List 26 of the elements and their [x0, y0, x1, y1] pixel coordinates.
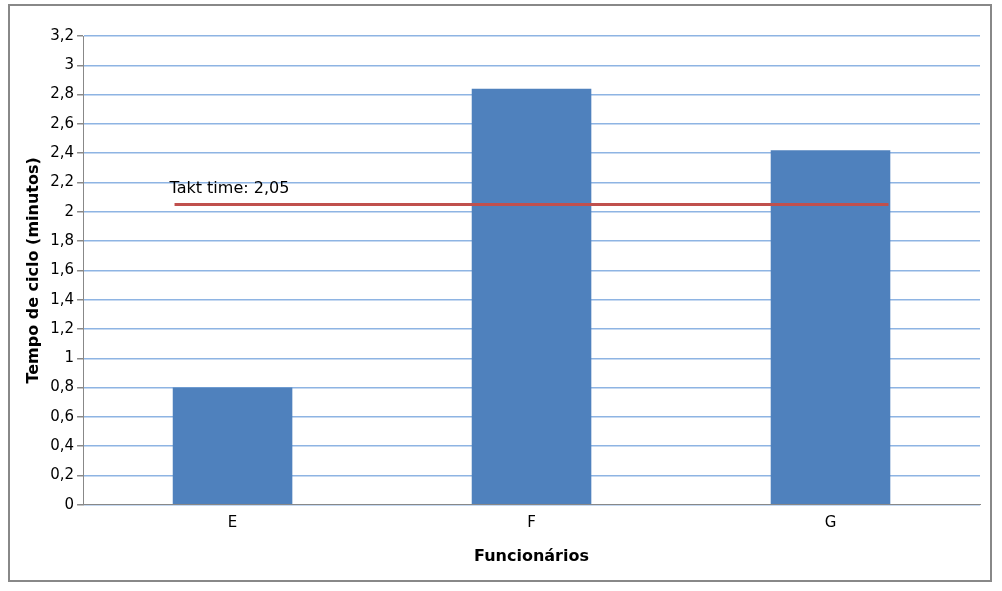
y-tick-label: 0,8 [50, 377, 75, 396]
y-tick-label: 3,2 [50, 25, 75, 44]
y-tick-label: 1,6 [50, 260, 75, 279]
y-tick-label: 2,8 [50, 84, 75, 103]
y-tick-label: 2,4 [50, 143, 75, 162]
x-tick-label: F [527, 512, 536, 531]
y-tick-label: 1,4 [50, 289, 75, 308]
y-tick-label: 3 [64, 55, 75, 74]
bar [471, 88, 592, 505]
y-tick-label: 2,2 [50, 172, 75, 191]
x-tick-label: E [227, 512, 238, 531]
y-axis-title: Tempo de ciclo (minutos) [22, 157, 42, 384]
x-axis-title: Funcionários [474, 545, 589, 565]
y-tick-label: 2,6 [50, 113, 75, 132]
bar [172, 387, 293, 505]
y-tick-label: 1,8 [50, 230, 75, 249]
y-tick-label: 0,4 [50, 436, 75, 455]
y-tick-label: 1,2 [50, 318, 75, 337]
y-tick-label: 1 [64, 348, 75, 367]
y-tick-label: 0 [64, 494, 75, 513]
bar [770, 150, 891, 505]
y-tick-label: 2 [64, 201, 75, 220]
x-tick-label: G [824, 512, 837, 531]
y-tick-label: 0,2 [50, 465, 75, 484]
ref-line-label: Takt time: 2,05 [168, 177, 290, 197]
y-tick-label: 0,6 [50, 406, 75, 425]
